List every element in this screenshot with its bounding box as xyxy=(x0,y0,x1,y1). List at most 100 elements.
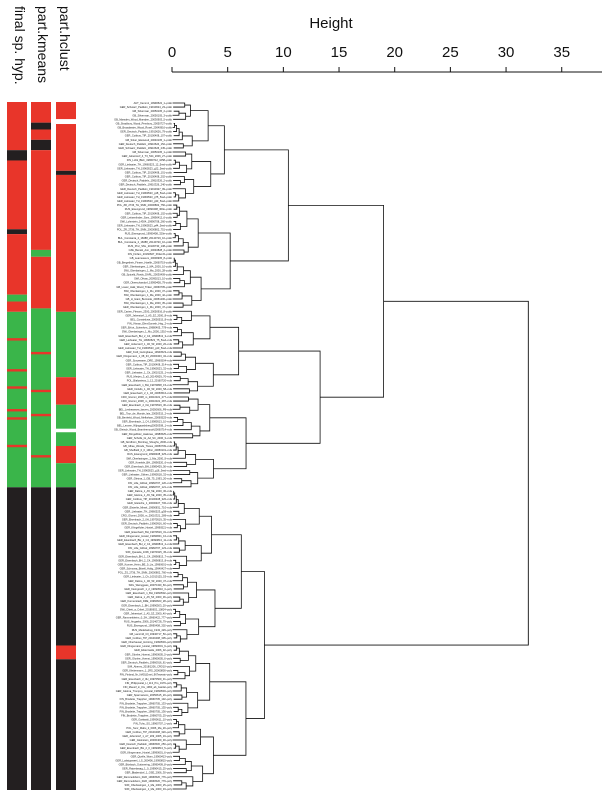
leaf-label: GER_Cottbus_TIP_20100408_320~poly xyxy=(125,730,172,734)
strip-mark-4 xyxy=(7,417,27,420)
strip-0-segment-5 xyxy=(7,294,27,302)
leaf-label: GER_Deutsch_Paddeln_19910326_2~pollo xyxy=(122,179,173,183)
dendrogram-link xyxy=(186,692,199,709)
leaf-label: GER_Oberschandorf_19990408_79~pollo xyxy=(123,281,172,285)
dendrogram-link xyxy=(173,633,178,639)
dendrogram-link xyxy=(172,257,175,263)
dendrogram-link xyxy=(173,743,177,749)
dendrogram-link xyxy=(173,584,184,590)
leaf-label: FIN_Brodette_Trappher_19960705_132~poly xyxy=(120,697,173,701)
dendrogram-link xyxy=(199,515,212,554)
leaf-label: GER_Klingemann_Hostel_19990601_10~rufa xyxy=(119,534,172,538)
leaf-label: GER_Cottbus_TIP_20100408_202~pollo xyxy=(125,175,173,179)
axis-tick-label-30: 30 xyxy=(498,44,515,61)
leaf-label: GER_Deutsch_Paddeln_19960530_250~poly xyxy=(119,742,172,746)
strip-1-segment-6 xyxy=(31,256,51,309)
strip-2-segment-14 xyxy=(56,659,76,790)
dendrogram-link xyxy=(178,724,186,735)
leaf-label: GB_Silverman_20050105_1~pollo xyxy=(132,150,172,154)
leaf-label: GER_Leitzenlinder_Sam_19990412_6~pollo xyxy=(121,215,173,219)
dendrogram-link xyxy=(173,443,177,451)
leaf-label: RUS_Medelsebug_1943_429~poly xyxy=(132,628,173,632)
strip-mark-5 xyxy=(7,444,27,448)
leaf-label: GER_Deutsch_Paddeln_19910326_240~pollo xyxy=(119,183,173,187)
dendrogram-link xyxy=(191,315,211,340)
leaf-label: FIN_Viiman_ElemSomeln_Hsg_2~rufa xyxy=(127,322,172,326)
leaf-label: GB_Spiceld_Rowls_DARL_20030409~pollo xyxy=(121,273,172,277)
dendrogram-link xyxy=(190,110,209,142)
dendrogram-link xyxy=(173,768,187,774)
axis-tick-label-0: 0 xyxy=(168,44,176,61)
leaf-label: GER_Liebsater_1_Ch_10010125_53~rufa xyxy=(123,575,172,579)
leaf-label: FIN_Brodette_Trappher_19960705_136~poly xyxy=(120,709,173,713)
leaf-label: RUS_Merjen_3_a3_20140929_70~rufa xyxy=(127,375,173,379)
leaf-label: GER_Klingelfoler_Hostel_19990521~rufa xyxy=(124,526,172,530)
leaf-label: CRO_Glumni_2008_m_20010321_289~rufa xyxy=(121,513,173,517)
dendrogram-link xyxy=(196,589,216,628)
dendrogram-link xyxy=(173,621,181,627)
leaf-label: GER_Kieingreich_1_2_19990510_3~poly xyxy=(124,587,173,591)
strip-mark-6 xyxy=(31,351,51,355)
leaf-label: GB_Nordhorn_Bronheg_Sfoughs_2006~rufa xyxy=(121,440,173,444)
leaf-label: BUL_Constanta_2_16088_20140720_10~pollo xyxy=(118,240,173,244)
leaf-label: GER_Oberlasingen_1_MA_2000_10~pollo xyxy=(123,264,173,268)
leaf-label: FIN_Brodette_Trappher_19960705_133~poly xyxy=(120,701,173,705)
leaf-label: POL_ZR_2736_TH_SMN_20000802_751~pollo xyxy=(117,228,173,232)
dendrogram-link xyxy=(195,458,214,479)
leaf-label: GER_Jeberstorf_4_T3_524_2006_27~pollo xyxy=(122,154,173,158)
dendrogram-link xyxy=(173,419,184,426)
leaf-label: GER_Rammelsheim_0HR_19960520_776~poly xyxy=(117,775,173,779)
dendrogram-link xyxy=(179,210,188,227)
dendrogram-link xyxy=(211,534,242,609)
strip-0-segment-7 xyxy=(7,311,27,488)
leaf-label: GER_Erfurt_Schenken_19980405_778~rufa xyxy=(121,326,173,330)
dendrogram-link xyxy=(173,128,180,137)
dendrogram-link xyxy=(173,694,183,700)
leaf-label: GER_Sonzewsen_DRE_19960504~rufa xyxy=(126,358,173,362)
dendrogram-link xyxy=(173,192,176,198)
axis-tick-label-25: 25 xyxy=(442,44,459,61)
dendrogram-link xyxy=(187,581,197,598)
leaf-label: SWI_Oberlasingen_1_Ma_2000_28~pollo xyxy=(124,268,173,272)
dendrogram-link xyxy=(172,433,194,439)
dendrogram-link xyxy=(172,212,178,218)
column-label-part-hclust: part.hclust xyxy=(57,6,73,71)
dendrogram-link xyxy=(173,523,178,529)
dendrogram-link xyxy=(172,470,191,475)
leaf-label: SWI_Oberlasingen_1_Ma_2000_33~poly xyxy=(124,787,172,791)
leaf-label: BEL_Leuven_Wijngaardsberg20050308_1~rufa xyxy=(117,424,172,428)
dendrogram-link xyxy=(173,547,180,553)
dendrogram-root-link xyxy=(264,300,529,646)
dendrogram-link xyxy=(172,396,189,402)
leaf-label: GER_Elsterlie_Mirsel_19990831_710~rufa xyxy=(123,505,173,509)
leaf-label: GER_Jeberstorf_1_A7_209_2005_19~poly xyxy=(122,734,172,738)
leaf-label: GER_Cottbus_TIP_20100408_102~pollo xyxy=(125,211,173,215)
leaf-label: AUT_Kemm1_19990522_1~pollo xyxy=(134,101,173,105)
dendrogram-link xyxy=(172,519,187,530)
strip-2-segment-13 xyxy=(56,645,76,660)
dendrogram-link xyxy=(173,670,179,676)
leaf-label: GER_Cottbus_TIP_20100408_314~rufa xyxy=(126,362,173,366)
leaf-label: FIN_Brodette_Trappher_19960705_135~poly xyxy=(120,705,173,709)
strip-1-segment-5 xyxy=(31,249,51,257)
strip-2-segment-7 xyxy=(56,404,76,429)
dendrogram-link xyxy=(172,280,185,288)
leaf-label: FIN_Brodette_Trappher_19960705_25~poly xyxy=(121,714,173,718)
leaf-label: GER_Liebsater_TH_19960523_32~rufa xyxy=(126,366,172,370)
leaf-label: GER_Ludwigsweel_I_S_260406_19990815~poly xyxy=(115,758,172,762)
dendrogram-link xyxy=(173,388,190,394)
leaf-label: GER_Eisenbach_1_BH_19990503_20~poly xyxy=(121,603,172,607)
dendrogram-link xyxy=(172,574,184,582)
leaf-label: GER_Gletma_1_GB_75_1993_20~rufa xyxy=(127,477,173,481)
dendrogram-link xyxy=(209,326,240,376)
strip-2-segment-4 xyxy=(56,174,76,312)
dendrogram-link xyxy=(173,376,181,382)
leaf-label: SWI_Oberlasingen_1_Ma_2000_42~pollo xyxy=(124,293,173,297)
strip-2-segment-5 xyxy=(56,311,76,378)
dendrogram-link xyxy=(173,422,192,431)
dendrogram-link xyxy=(209,681,247,756)
dendrogram-link xyxy=(172,266,184,275)
strip-0-segment-3 xyxy=(7,229,27,235)
leaf-label: GER_Eisenbach_BH_19970519_31~rufa xyxy=(124,530,172,534)
leaf-label: FIN_Finland_Nr_NADLEmel_967ewrats~poly xyxy=(120,673,173,677)
